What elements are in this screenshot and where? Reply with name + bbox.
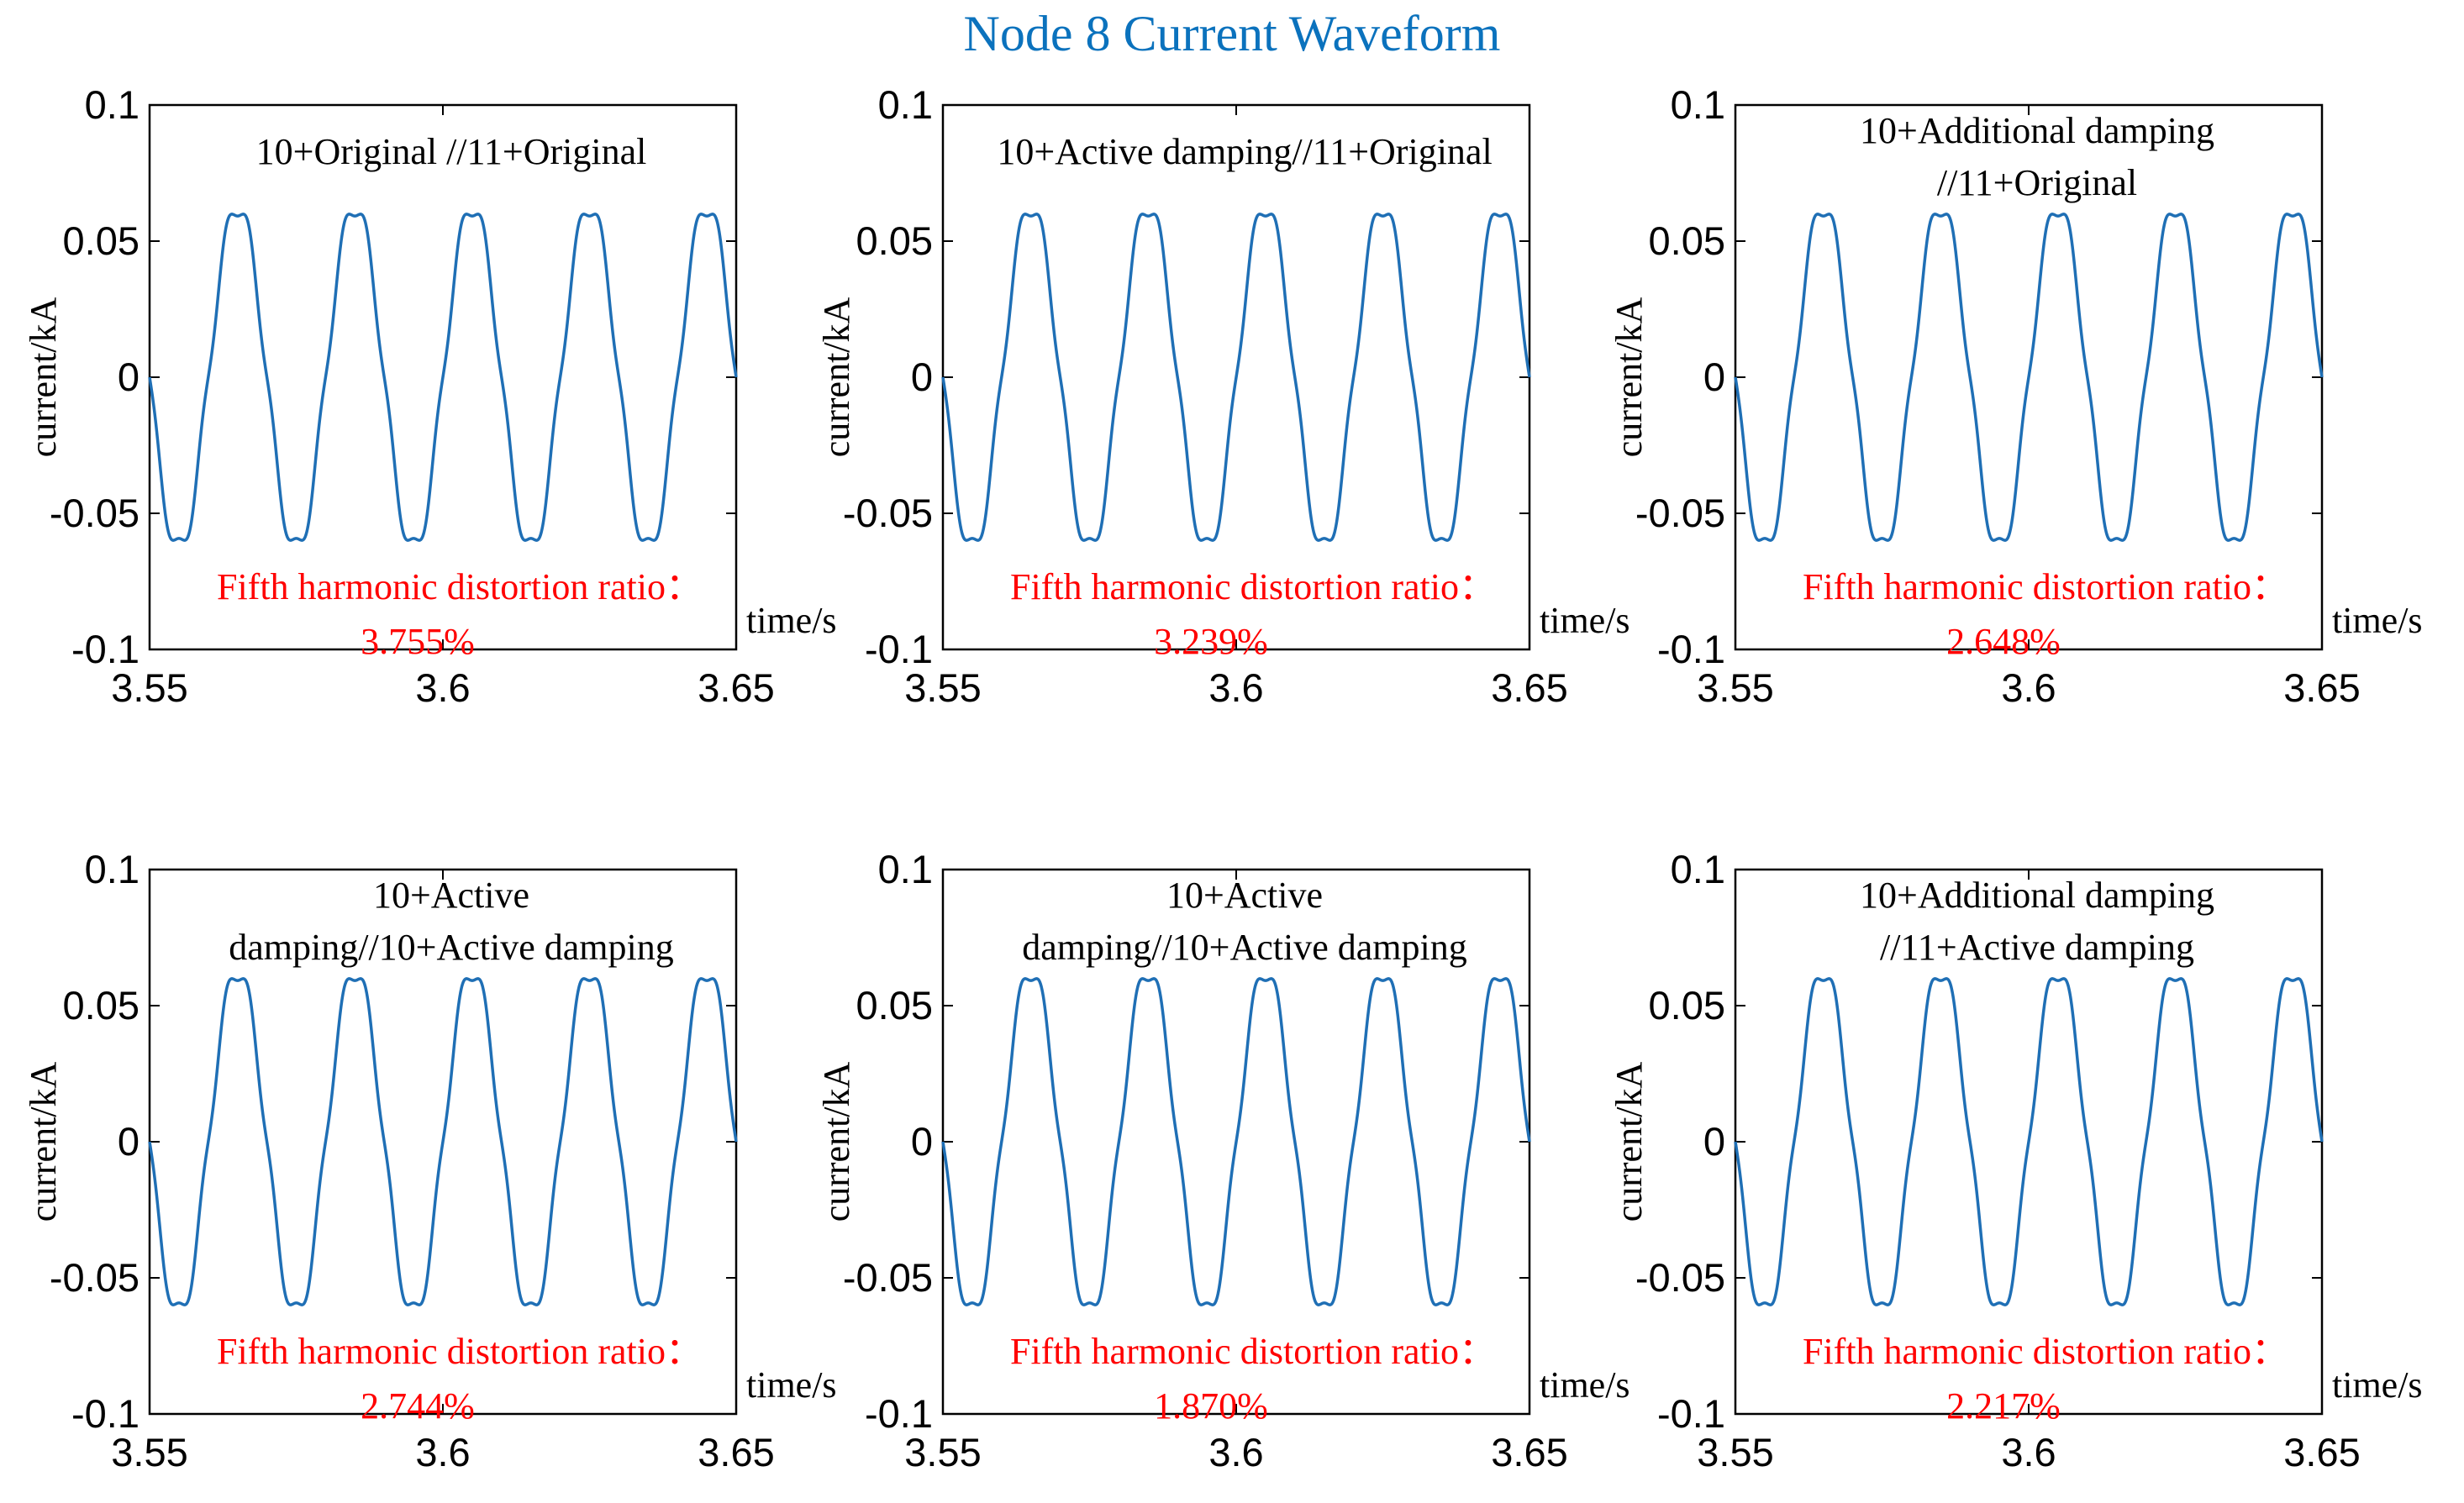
y-axis-label: current/kA bbox=[1608, 297, 1650, 457]
chart-panel-5: -0.1 -0.05 0 0.05 0.1 3.55 3.6 3.65 current/kA ti… bbox=[816, 847, 1630, 1474]
x-tick-label: 3.65 bbox=[2283, 1430, 2360, 1474]
panel-title-line: 10+Additional damping bbox=[1860, 110, 2214, 151]
x-tick-label: 3.65 bbox=[1491, 665, 1567, 710]
x-tick-label: 3.65 bbox=[698, 1430, 774, 1474]
y-axis-label: current/kA bbox=[1608, 1061, 1650, 1222]
series-line bbox=[941, 977, 1531, 1306]
y-tick-label: -0.05 bbox=[1635, 491, 1725, 535]
y-tick-label: 0.05 bbox=[1649, 218, 1725, 263]
y-tick-label: -0.05 bbox=[843, 491, 933, 535]
x-axis-label: time/s bbox=[746, 1364, 837, 1406]
y-tick-label: 0 bbox=[118, 1119, 140, 1164]
distortion-ratio-value: 3.755% bbox=[361, 621, 475, 662]
y-tick-label: 0.1 bbox=[1671, 82, 1725, 127]
x-tick-label: 3.55 bbox=[904, 1430, 981, 1474]
x-tick-label: 3.55 bbox=[1697, 1430, 1773, 1474]
x-tick-label: 3.6 bbox=[1208, 1430, 1263, 1474]
y-tick-label: 0 bbox=[118, 355, 140, 399]
distortion-ratio-label: Fifth harmonic distortion ratio： bbox=[217, 566, 703, 607]
chart-panel-1: -0.1 -0.05 0 0.05 0.1 3.55 3.6 3.65 current/kA ti… bbox=[23, 82, 837, 710]
y-axis-label: current/kA bbox=[816, 297, 857, 457]
x-tick-label: 3.55 bbox=[904, 665, 981, 710]
y-tick-label: 0 bbox=[1703, 1119, 1725, 1164]
y-axis-label: current/kA bbox=[23, 1061, 64, 1222]
x-tick-label: 3.6 bbox=[415, 665, 470, 710]
x-tick-label: 3.55 bbox=[111, 665, 187, 710]
panel-title-line: 10+Active damping//11+Original bbox=[997, 131, 1492, 172]
x-tick-label: 3.65 bbox=[1491, 1430, 1567, 1474]
panels: -0.1 -0.05 0 0.05 0.1 3.55 3.6 3.65 current/kA ti… bbox=[23, 82, 2423, 1474]
series-line bbox=[1734, 977, 2324, 1306]
y-tick-label: 0 bbox=[911, 355, 933, 399]
distortion-ratio-label: Fifth harmonic distortion ratio： bbox=[1803, 566, 2288, 607]
x-tick-label: 3.65 bbox=[2283, 665, 2360, 710]
y-tick-label: -0.1 bbox=[71, 1391, 140, 1436]
chart-panel-3: -0.1 -0.05 0 0.05 0.1 3.55 3.6 3.65 current/kA ti… bbox=[1608, 82, 2423, 710]
y-tick-label: 0.05 bbox=[856, 218, 933, 263]
y-tick-label: -0.1 bbox=[865, 627, 933, 671]
series-line bbox=[148, 213, 738, 542]
figure-title: Node 8 Current Waveform bbox=[964, 6, 1501, 61]
series-line bbox=[941, 213, 1531, 542]
y-tick-label: -0.1 bbox=[1657, 1391, 1725, 1436]
chart-panel-6: -0.1 -0.05 0 0.05 0.1 3.55 3.6 3.65 current/kA ti… bbox=[1608, 847, 2423, 1474]
x-tick-label: 3.6 bbox=[1208, 665, 1263, 710]
series-line bbox=[1734, 213, 2324, 542]
y-tick-label: 0.1 bbox=[878, 847, 933, 891]
y-tick-label: -0.05 bbox=[50, 491, 140, 535]
y-tick-label: -0.05 bbox=[1635, 1255, 1725, 1300]
y-tick-label: 0.1 bbox=[1671, 847, 1725, 891]
y-tick-label: 0.05 bbox=[856, 983, 933, 1027]
panel-title-line: 10+Active bbox=[373, 875, 529, 916]
chart-panel-2: -0.1 -0.05 0 0.05 0.1 3.55 3.6 3.65 current/kA ti… bbox=[816, 82, 1630, 710]
series-line bbox=[148, 977, 738, 1306]
y-tick-label: 0.05 bbox=[1649, 983, 1725, 1027]
x-tick-label: 3.6 bbox=[2001, 1430, 2056, 1474]
x-tick-label: 3.55 bbox=[111, 1430, 187, 1474]
y-axis-label: current/kA bbox=[23, 297, 64, 457]
distortion-ratio-label: Fifth harmonic distortion ratio： bbox=[1010, 566, 1496, 607]
panel-title-line: 10+Additional damping bbox=[1860, 875, 2214, 916]
y-tick-label: 0 bbox=[911, 1119, 933, 1164]
distortion-ratio-value: 2.744% bbox=[361, 1385, 475, 1427]
x-axis-label: time/s bbox=[2332, 600, 2423, 641]
x-tick-label: 3.6 bbox=[2001, 665, 2056, 710]
x-axis-label: time/s bbox=[1540, 600, 1630, 641]
x-tick-label: 3.55 bbox=[1697, 665, 1773, 710]
x-axis-label: time/s bbox=[2332, 1364, 2423, 1406]
chart-panel-4: -0.1 -0.05 0 0.05 0.1 3.55 3.6 3.65 current/kA ti… bbox=[23, 847, 837, 1474]
panel-title-line: 10+Active bbox=[1166, 875, 1323, 916]
y-tick-label: -0.05 bbox=[50, 1255, 140, 1300]
panel-title-line: 10+Original //11+Original bbox=[256, 131, 647, 172]
y-tick-label: 0.05 bbox=[63, 218, 140, 263]
y-tick-label: 0.1 bbox=[85, 82, 140, 127]
x-axis-label: time/s bbox=[1540, 1364, 1630, 1406]
distortion-ratio-value: 1.870% bbox=[1154, 1385, 1268, 1427]
x-axis-label: time/s bbox=[746, 600, 837, 641]
distortion-ratio-label: Fifth harmonic distortion ratio： bbox=[217, 1331, 703, 1372]
distortion-ratio-value: 3.239% bbox=[1154, 621, 1268, 662]
x-tick-label: 3.6 bbox=[415, 1430, 470, 1474]
panel-title-line: //11+Active damping bbox=[1880, 927, 2194, 968]
y-tick-label: -0.05 bbox=[843, 1255, 933, 1300]
y-tick-label: 0 bbox=[1703, 355, 1725, 399]
y-tick-label: 0.05 bbox=[63, 983, 140, 1027]
y-tick-label: 0.1 bbox=[878, 82, 933, 127]
panel-title-line: damping//10+Active damping bbox=[229, 927, 674, 968]
panel-title-line: //11+Original bbox=[1937, 162, 2137, 203]
distortion-ratio-label: Fifth harmonic distortion ratio： bbox=[1010, 1331, 1496, 1372]
y-tick-label: -0.1 bbox=[865, 1391, 933, 1436]
x-tick-label: 3.65 bbox=[698, 665, 774, 710]
y-tick-label: 0.1 bbox=[85, 847, 140, 891]
distortion-ratio-value: 2.217% bbox=[1946, 1385, 2061, 1427]
distortion-ratio-label: Fifth harmonic distortion ratio： bbox=[1803, 1331, 2288, 1372]
y-tick-label: -0.1 bbox=[1657, 627, 1725, 671]
distortion-ratio-value: 2.648% bbox=[1946, 621, 2061, 662]
panel-title-line: damping//10+Active damping bbox=[1022, 927, 1467, 968]
y-axis-label: current/kA bbox=[816, 1061, 857, 1222]
y-tick-label: -0.1 bbox=[71, 627, 140, 671]
